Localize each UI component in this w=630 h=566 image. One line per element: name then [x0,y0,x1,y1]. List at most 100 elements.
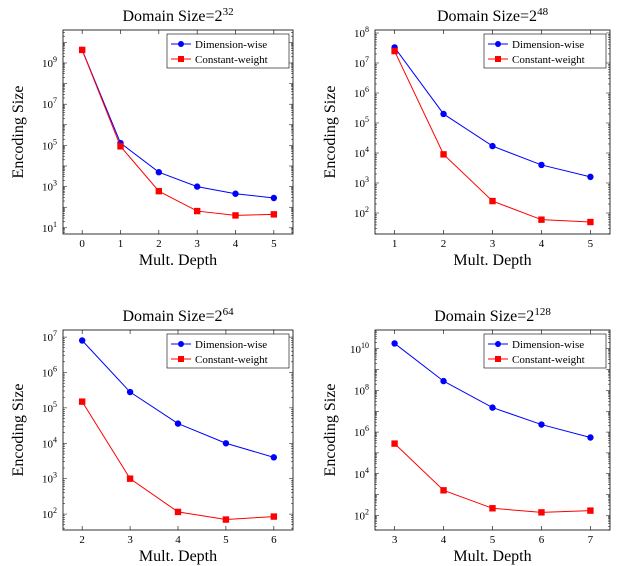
legend-box [483,333,607,369]
data-point [232,190,239,197]
data-point [270,211,278,218]
y-tick-label: 107 [354,55,369,70]
data-point [155,169,163,176]
legend-label: Dimension-wise [195,339,267,351]
data-point [78,398,86,405]
data-point [587,218,594,226]
data-point [587,434,594,441]
x-axis-label: Mult. Depth [453,548,531,565]
y-tick-label: 106 [354,85,369,100]
y-tick-label: 108 [354,25,369,40]
legend-box [483,33,607,69]
data-point [222,516,230,523]
y-axis-label: Encoding Size [10,86,27,179]
y-tick-label: 103 [42,179,57,194]
legend-marker [178,56,184,62]
data-point [222,440,230,447]
legend: Dimension-wise Constant-weight [166,333,290,369]
data-point [126,475,134,482]
data-point [270,194,278,202]
legend-label: Dimension-wise [512,39,584,51]
x-tick-label: 2 [79,534,85,546]
x-tick-label: 2 [156,238,162,250]
y-tick-label: 104 [42,435,57,450]
y-axis-label: Encoding Size [322,86,339,179]
data-point [440,377,447,385]
chart-title: Domain Size=248 [437,6,549,25]
data-point [270,454,278,461]
chart-panel-2: Domain Size=248 1 2 3 4 5 102 103 104 105 106 107 10… [322,6,611,269]
data-point [193,183,201,190]
y-tick-label: 106 [42,364,57,379]
legend-marker [495,41,501,47]
legend-marker [495,356,501,362]
y-axis-label: Encoding Size [10,384,27,477]
data-point [538,216,545,223]
y-tick-label: 101 [42,220,57,235]
x-tick-label: 4 [441,534,447,546]
data-point [440,151,447,158]
x-tick-label: 4 [233,238,239,250]
chart-panel-1: Domain Size=232 0 1 2 3 4 5 101 103 105 107 109 Mult… [10,6,294,269]
data-point [270,513,278,520]
legend-label: Constant-weight [195,54,268,66]
y-tick-label: 102 [42,506,57,521]
legend-label: Dimension-wise [195,39,267,51]
chart-title: Domain Size=232 [122,6,233,25]
x-tick-label: 2 [441,238,447,250]
y-tick-label: 102 [354,507,369,522]
legend: Dimension-wise Constant-weight [166,33,290,69]
y-tick-label: 102 [354,205,369,220]
y-tick-label: 109 [42,55,57,70]
x-tick-label: 6 [271,534,277,546]
x-tick-label: 4 [175,534,181,546]
y-tick-label: 107 [42,96,57,111]
legend-label: Dimension-wise [512,339,584,351]
x-tick-label: 1 [392,238,398,250]
data-point [440,110,447,118]
data-point [391,340,398,347]
y-tick-label: 105 [354,115,369,130]
y-tick-label: 104 [354,466,369,481]
data-point [538,161,545,169]
y-tick-label: 106 [354,424,369,439]
data-point [117,143,124,150]
x-axis-label: Mult. Depth [139,252,217,269]
legend-label: Constant-weight [195,354,268,366]
y-tick-label: 104 [354,145,369,160]
plot-frame [62,29,294,235]
legend-label: Constant-weight [512,54,585,66]
x-tick-label: 3 [392,534,398,546]
chart-title: Domain Size=2128 [434,306,551,325]
y-tick-label: 103 [354,175,369,190]
y-tick-label: 1010 [350,341,369,356]
x-tick-label: 0 [79,238,85,250]
legend-marker [495,56,501,62]
data-point [155,187,163,195]
chart-title: Domain Size=264 [122,306,234,325]
data-point [78,46,86,54]
legend-marker [178,341,184,347]
series-line [81,49,274,199]
data-point [489,505,496,512]
data-point [587,507,594,514]
x-tick-label: 6 [539,534,545,546]
data-point [538,421,545,428]
data-point [587,173,594,181]
x-tick-label: 5 [223,534,229,546]
data-point [174,508,182,516]
data-point [126,388,134,396]
legend: Dimension-wise Constant-weight [483,33,607,69]
legend-label: Constant-weight [512,354,585,366]
series-line [394,443,591,513]
data-point [78,337,86,344]
legend-marker [178,41,184,47]
legend-box [166,333,290,369]
data-point [232,212,239,219]
legend-marker [178,356,184,362]
x-axis-label: Mult. Depth [139,548,217,565]
x-tick-label: 5 [588,238,594,250]
y-tick-label: 105 [42,137,57,152]
x-tick-label: 1 [118,238,124,250]
